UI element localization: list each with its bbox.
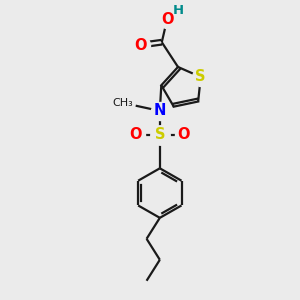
Text: S: S (196, 70, 206, 85)
Text: O: O (134, 38, 147, 52)
Text: O: O (178, 127, 190, 142)
Text: CH₃: CH₃ (112, 98, 133, 108)
Text: S: S (154, 127, 165, 142)
Text: O: O (161, 12, 173, 27)
Text: N: N (154, 103, 166, 118)
Text: O: O (129, 127, 142, 142)
Text: H: H (173, 4, 184, 17)
